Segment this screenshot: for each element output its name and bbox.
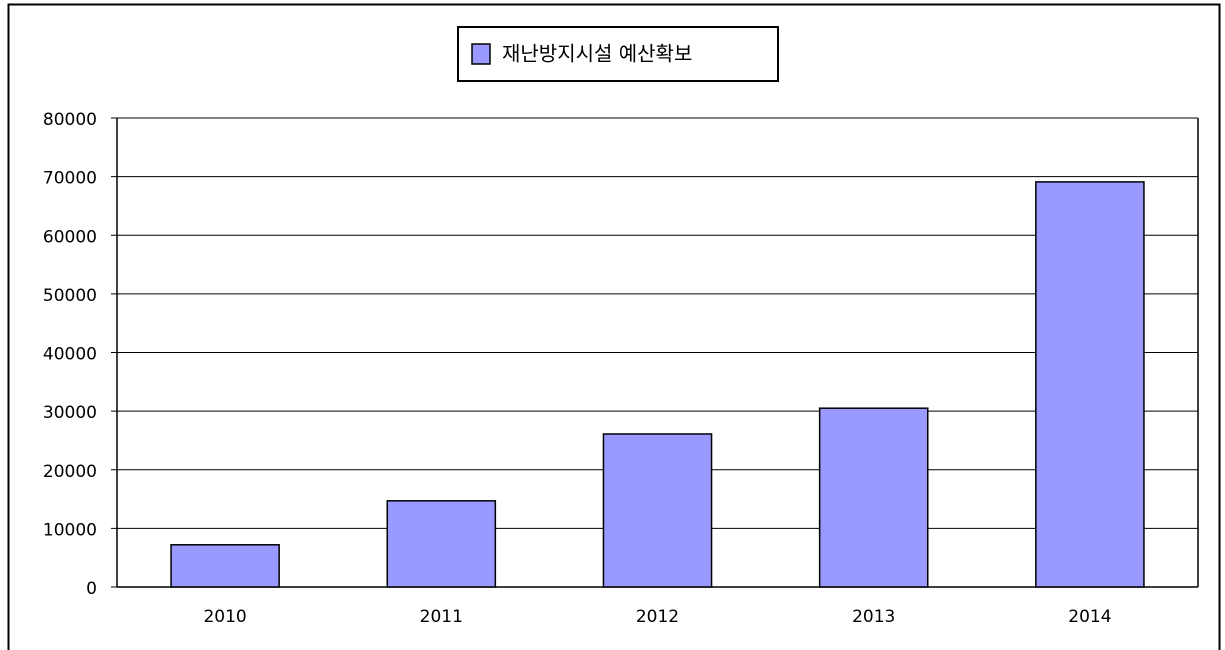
y-tick-label: 30000	[43, 403, 97, 423]
chart-frame	[7, 3, 1221, 650]
bar	[1035, 181, 1145, 588]
x-tick-label: 2012	[636, 607, 679, 627]
x-tick-label: 2011	[420, 607, 463, 627]
legend-box	[457, 26, 779, 82]
y-tick-label: 10000	[43, 520, 97, 540]
legend-swatch	[471, 43, 491, 65]
y-tick-label: 40000	[43, 345, 97, 365]
y-tick-label: 60000	[43, 227, 97, 247]
bar	[818, 407, 929, 588]
bar	[602, 433, 713, 588]
y-tick-label: 50000	[43, 286, 97, 306]
bar	[170, 544, 280, 588]
x-tick-label: 2014	[1068, 607, 1111, 627]
x-tick-label: 2013	[852, 607, 895, 627]
y-tick-label: 70000	[43, 169, 97, 189]
x-tick-label: 2010	[203, 607, 246, 627]
y-tick-label: 20000	[43, 462, 97, 482]
y-tick-label: 80000	[43, 110, 97, 130]
bar	[386, 500, 497, 588]
legend-label: 재난방지시설 예산확보	[502, 42, 692, 66]
y-tick-label: 0	[86, 579, 97, 599]
